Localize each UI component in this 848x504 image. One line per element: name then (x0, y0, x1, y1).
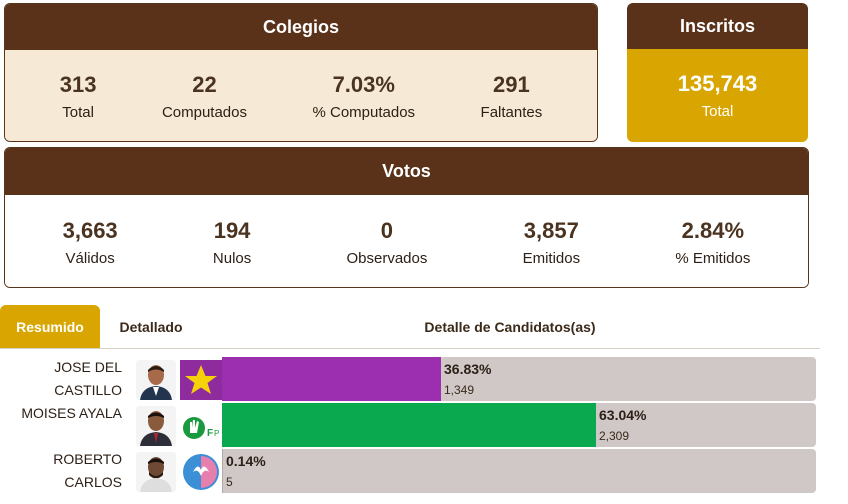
stat-value: 3,857 (523, 217, 579, 243)
candidate-name-line: CASTILLO (54, 382, 122, 398)
stat-inscritos-total: 135,743 Total (678, 71, 758, 120)
candidate-row: ROBERTO CARLOS 0.14% 5 (0, 448, 820, 494)
stat-value: 313 (59, 72, 97, 97)
stat-label: Emitidos (522, 249, 581, 267)
tab-detallado[interactable]: Detallado (119, 319, 183, 335)
stat-value: 135,743 (677, 71, 758, 96)
vote-count: 5 (226, 475, 233, 489)
vote-bar-fill (222, 449, 223, 493)
vote-count: 1,349 (444, 383, 475, 397)
vote-bar: 36.83% 1,349 (222, 357, 816, 401)
votos-title: Votos (5, 148, 808, 195)
vote-bar-fill (222, 403, 596, 447)
stat-observados: 0 Observados (346, 218, 427, 267)
vote-percentage: 63.04% (599, 407, 647, 423)
colegios-stats: 313 Total 22 Computados 7.03% % Computad… (5, 50, 597, 141)
vote-bar: 63.04% 2,309 (222, 403, 816, 447)
vote-count: 2,309 (599, 429, 630, 443)
colegios-title: Colegios (5, 4, 597, 50)
stat-total: 313 Total (60, 72, 97, 121)
vote-percentage: 36.83% (444, 361, 492, 377)
vote-bar-fill (222, 357, 441, 401)
stat-label: Total (701, 103, 734, 120)
candidate-name: JOSE DEL CASTILLO (0, 356, 122, 402)
candidate-name-line: JOSE DEL (54, 359, 122, 375)
stat-pct-computados: 7.03% % Computados (312, 72, 415, 121)
stat-computados: 22 Computados (162, 72, 247, 121)
vote-percentage: 0.14% (226, 453, 266, 469)
stat-emitidos: 3,857 Emitidos (523, 218, 581, 267)
star-party-logo (180, 360, 222, 400)
tabs-divider (0, 348, 820, 349)
candidate-name: MOISES AYALA (0, 402, 122, 448)
colegios-panel: Colegios 313 Total 22 Computados 7.03% %… (4, 3, 598, 142)
candidates-detail-title: Detalle de Candidatos(as) (424, 319, 596, 335)
svg-text:P: P (214, 429, 219, 438)
candidate-row: JOSE DEL CASTILLO 36.83% 1,349 (0, 356, 820, 402)
inscritos-panel: Inscritos 135,743 Total (627, 3, 808, 142)
stat-label: Observados (346, 249, 428, 267)
votos-stats: 3,663 Válidos 194 Nulos 0 Observados 3,8… (5, 195, 808, 287)
stat-value: 3,663 (62, 217, 118, 243)
candidate-photo (136, 452, 176, 492)
stat-value: 291 (493, 72, 530, 97)
stat-value: 22 (192, 72, 217, 97)
svg-text:F: F (207, 428, 213, 439)
candidate-name-line: ROBERTO (53, 451, 122, 467)
stat-label: Computados (161, 104, 247, 121)
stat-faltantes: 291 Faltantes (481, 72, 543, 121)
stat-label: % Emitidos (675, 249, 751, 267)
stat-label: Total (62, 104, 94, 121)
candidate-name-line: CARLOS (64, 474, 122, 490)
bird-party-logo (180, 452, 222, 492)
stat-label: Nulos (212, 249, 252, 267)
stat-label: Faltantes (480, 104, 543, 121)
tab-resumido[interactable]: Resumido (0, 305, 100, 349)
stat-value: 0 (380, 217, 394, 243)
stat-nulos: 194 Nulos (213, 218, 251, 267)
stat-value: 7.03% (332, 72, 395, 97)
stat-label: % Computados (312, 104, 416, 121)
inscritos-title: Inscritos (627, 3, 808, 49)
candidate-name: ROBERTO CARLOS (0, 448, 122, 494)
stat-value: 2.84% (681, 217, 745, 243)
stat-value: 194 (213, 217, 251, 243)
stat-pct-emitidos: 2.84% % Emitidos (675, 218, 750, 267)
candidate-photo (136, 360, 176, 400)
hand-party-logo: F P (180, 406, 222, 446)
candidate-photo (136, 406, 176, 446)
stat-label: Válidos (65, 249, 115, 267)
candidate-row: MOISES AYALA F P 63.04% 2,309 (0, 402, 820, 448)
vote-bar: 0.14% 5 (222, 449, 816, 493)
inscritos-stats: 135,743 Total (627, 49, 808, 142)
votos-panel: Votos 3,663 Válidos 194 Nulos 0 Observad… (4, 147, 809, 288)
results-tabs: Resumido Detallado Detalle de Candidatos… (0, 305, 820, 349)
candidate-name-line: MOISES AYALA (21, 405, 122, 421)
stat-validos: 3,663 Válidos (63, 218, 118, 267)
